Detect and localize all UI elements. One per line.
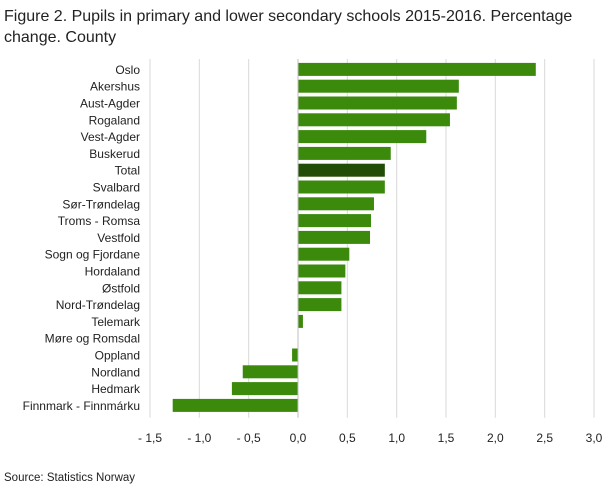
bar-nord-tr-ndelag [298, 298, 342, 312]
category-label-hordaland: Hordaland [85, 265, 140, 279]
category-label-akershus: Akershus [90, 80, 140, 94]
bar-aust-agder [298, 96, 457, 110]
category-label-buskerud: Buskerud [89, 147, 140, 161]
x-tick-label: 2,5 [536, 431, 553, 445]
category-label-oslo: Oslo [115, 63, 140, 77]
x-tick-label: 0,5 [339, 431, 356, 445]
bar-stfold [298, 281, 342, 295]
bar-finnmark-finnma-rku [172, 398, 298, 412]
category-label-total: Total [115, 164, 140, 178]
x-tick-label: 0,0 [290, 431, 307, 445]
x-tick-label: - 0,5 [237, 431, 261, 445]
bar-telemark [298, 314, 303, 328]
x-axis-tick-labels: - 1,5 - 1,0 - 0,5 0,0 0,5 1,0 1,5 2,0 2,5 3,0 [138, 431, 603, 445]
bars [172, 62, 536, 412]
x-tick-label: 3,0 [586, 431, 603, 445]
category-label-vestfold: Vestfold [97, 231, 140, 245]
bar-hedmark [231, 382, 298, 396]
x-tick-label: - 1,0 [187, 431, 211, 445]
grid-lines [149, 59, 595, 418]
category-label-oppland: Oppland [95, 349, 140, 363]
bar-vestfold [298, 230, 371, 244]
bar-hordaland [298, 264, 346, 278]
category-label-nord-tr-ndelag: Nord-Trøndelag [56, 298, 140, 312]
x-tick-label: 1,0 [388, 431, 405, 445]
bar-rogaland [298, 113, 450, 127]
bar-oslo [298, 62, 536, 76]
bar-buskerud [298, 146, 391, 160]
bar-nordland [242, 365, 298, 379]
category-labels: Oslo Akershus Aust-Agder Rogaland Vest-Agder… [23, 63, 141, 413]
bar-svalbard [298, 180, 385, 194]
bar-s-r-tr-ndelag [298, 197, 374, 211]
category-label-m-re-og-romsdal: Møre og Romsdal [45, 332, 140, 346]
category-label-hedmark: Hedmark [91, 382, 141, 396]
category-label-troms-romsa: Troms - Romsa [58, 214, 141, 228]
bar-troms-romsa [298, 214, 372, 228]
source-note: Source: Statistics Norway [4, 472, 136, 484]
category-label-telemark: Telemark [91, 315, 141, 329]
x-tick-label: 1,5 [438, 431, 455, 445]
category-label-rogaland: Rogaland [89, 113, 140, 127]
bar-vest-agder [298, 130, 427, 144]
x-tick-label: 2,0 [487, 431, 504, 445]
bar-oppland [292, 348, 298, 362]
chart-title: Figure 2. Pupils in primary and lower se… [4, 8, 573, 46]
category-label-nordland: Nordland [91, 365, 140, 379]
bar-akershus [298, 79, 459, 93]
bar-sogn-og-fjordane [298, 247, 350, 261]
category-label-svalbard: Svalbard [93, 181, 140, 195]
category-label-vest-agder: Vest-Agder [81, 130, 140, 144]
x-tick-label: - 1,5 [138, 431, 162, 445]
category-label-stfold: Østfold [102, 281, 140, 295]
bar-total [298, 163, 385, 177]
category-label-finnmark-finnma-rku: Finnmark - Finnmárku [23, 399, 140, 413]
category-label-s-r-tr-ndelag: Sør-Trøndelag [62, 197, 140, 211]
category-label-sogn-og-fjordane: Sogn og Fjordane [45, 248, 141, 262]
category-label-aust-agder: Aust-Agder [80, 97, 140, 111]
